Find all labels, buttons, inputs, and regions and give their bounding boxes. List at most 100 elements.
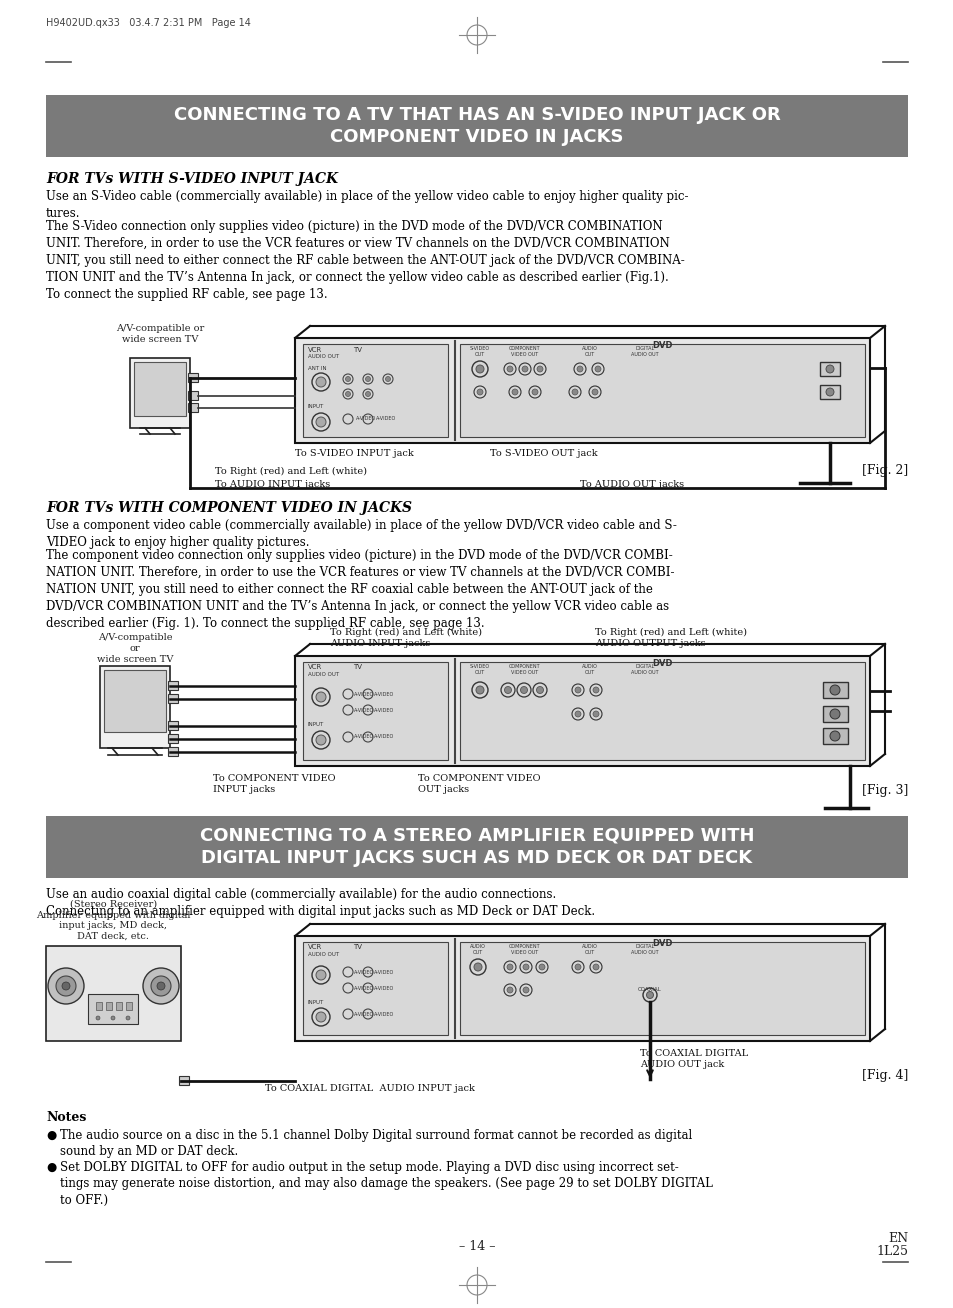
Bar xyxy=(459,662,864,760)
Text: INPUT: INPUT xyxy=(308,722,324,727)
Circle shape xyxy=(345,391,350,396)
Text: DVD: DVD xyxy=(652,341,672,351)
Text: COMPONENT
VIDEO OUT: COMPONENT VIDEO OUT xyxy=(509,944,540,955)
Text: TV: TV xyxy=(353,347,361,353)
Text: VCR: VCR xyxy=(308,664,322,670)
Text: To COAXIAL DIGITAL  AUDIO INPUT jack: To COAXIAL DIGITAL AUDIO INPUT jack xyxy=(265,1084,475,1093)
Text: [Fig. 4]: [Fig. 4] xyxy=(861,1069,907,1082)
Circle shape xyxy=(521,366,527,371)
Circle shape xyxy=(522,964,529,971)
Text: AUDIO
OUT: AUDIO OUT xyxy=(581,664,598,675)
Circle shape xyxy=(825,388,833,396)
Text: AUDIO
OUT: AUDIO OUT xyxy=(581,944,598,955)
Text: S-VIDEO
OUT: S-VIDEO OUT xyxy=(470,347,490,357)
Circle shape xyxy=(62,982,70,990)
Circle shape xyxy=(365,377,370,382)
Circle shape xyxy=(315,735,326,746)
Bar xyxy=(822,706,847,722)
Circle shape xyxy=(143,968,179,1005)
Text: DVD: DVD xyxy=(652,659,672,668)
Text: AUDIO
OUT: AUDIO OUT xyxy=(470,944,485,955)
Circle shape xyxy=(577,366,582,371)
Text: A-VIDEO: A-VIDEO xyxy=(374,969,394,974)
Circle shape xyxy=(474,963,481,971)
Circle shape xyxy=(506,988,513,993)
Circle shape xyxy=(829,709,840,719)
Text: A-VIDEO: A-VIDEO xyxy=(374,735,394,739)
Text: – 14 –: – 14 – xyxy=(458,1240,495,1253)
Bar xyxy=(130,358,190,428)
Circle shape xyxy=(365,391,370,396)
Bar xyxy=(168,721,178,730)
Text: To Right (red) and Left (white): To Right (red) and Left (white) xyxy=(214,467,367,476)
Circle shape xyxy=(538,964,544,971)
Circle shape xyxy=(96,1016,100,1020)
Circle shape xyxy=(522,988,529,993)
Text: COAXIAL: COAXIAL xyxy=(638,988,661,991)
Circle shape xyxy=(506,964,513,971)
Circle shape xyxy=(504,687,511,693)
Text: To S-VIDEO INPUT jack: To S-VIDEO INPUT jack xyxy=(294,449,414,458)
Circle shape xyxy=(476,685,483,695)
Text: INPUT: INPUT xyxy=(308,404,324,409)
Bar xyxy=(168,734,178,743)
Text: A-VIDEO: A-VIDEO xyxy=(354,985,374,990)
Circle shape xyxy=(532,388,537,395)
Circle shape xyxy=(157,982,165,990)
Text: AUDIO OUT: AUDIO OUT xyxy=(308,672,338,678)
Circle shape xyxy=(520,687,527,693)
Bar xyxy=(46,95,907,157)
Circle shape xyxy=(126,1016,130,1020)
Bar xyxy=(822,681,847,698)
Text: [Fig. 3]: [Fig. 3] xyxy=(861,783,907,797)
Text: CONNECTING TO A TV THAT HAS AN S-VIDEO INPUT JACK OR
COMPONENT VIDEO IN JACKS: CONNECTING TO A TV THAT HAS AN S-VIDEO I… xyxy=(173,106,780,146)
Text: S-VIDEO
OUT: S-VIDEO OUT xyxy=(470,664,490,675)
Bar xyxy=(294,337,869,443)
Circle shape xyxy=(575,687,580,693)
Bar xyxy=(294,937,869,1041)
Text: To Right (red) and Left (white)
AUDIO INPUT jacks: To Right (red) and Left (white) AUDIO IN… xyxy=(330,628,481,649)
Bar xyxy=(303,662,448,760)
Circle shape xyxy=(575,964,580,971)
Text: AUDIO
OUT: AUDIO OUT xyxy=(581,347,598,357)
Text: Use an audio coaxial digital cable (commercially available) for the audio connec: Use an audio coaxial digital cable (comm… xyxy=(46,888,595,918)
Circle shape xyxy=(48,968,84,1005)
Text: Use an S-Video cable (commercially available) in place of the yellow video cable: Use an S-Video cable (commercially avail… xyxy=(46,190,688,220)
Text: ANT IN: ANT IN xyxy=(308,366,326,371)
Circle shape xyxy=(592,388,598,395)
Circle shape xyxy=(345,377,350,382)
Text: FOR TVs WITH S-VIDEO INPUT JACK: FOR TVs WITH S-VIDEO INPUT JACK xyxy=(46,171,337,186)
Bar xyxy=(100,666,170,748)
Bar xyxy=(822,729,847,744)
Text: EN: EN xyxy=(887,1232,907,1245)
Text: DVD: DVD xyxy=(652,939,672,948)
Text: A-VIDEO: A-VIDEO xyxy=(354,969,374,974)
Circle shape xyxy=(111,1016,115,1020)
Text: AUDIO OUT: AUDIO OUT xyxy=(308,952,338,957)
Bar xyxy=(168,695,178,702)
Text: TV: TV xyxy=(353,944,361,950)
Bar xyxy=(96,1002,102,1010)
Text: Set DOLBY DIGITAL to OFF for audio output in the setup mode. Playing a DVD disc : Set DOLBY DIGITAL to OFF for audio outpu… xyxy=(60,1162,712,1207)
Text: A-VIDEO: A-VIDEO xyxy=(374,985,394,990)
Text: To Right (red) and Left (white)
AUDIO OUTPUT jacks: To Right (red) and Left (white) AUDIO OU… xyxy=(595,628,746,649)
Text: (Stereo Receiver)
Amplifier equipped with digital
input jacks, MD deck,
DAT deck: (Stereo Receiver) Amplifier equipped wit… xyxy=(36,900,191,940)
Text: A-VIDEO: A-VIDEO xyxy=(375,416,395,421)
Bar xyxy=(179,1076,189,1086)
Text: INPUT: INPUT xyxy=(308,1001,324,1005)
Text: A-VIDEO: A-VIDEO xyxy=(354,692,374,696)
Bar xyxy=(106,1002,112,1010)
Circle shape xyxy=(476,365,483,373)
Text: The audio source on a disc in the 5.1 channel Dolby Digital surround format cann: The audio source on a disc in the 5.1 ch… xyxy=(60,1129,692,1159)
Circle shape xyxy=(315,377,326,387)
Text: Notes: Notes xyxy=(46,1110,87,1124)
Circle shape xyxy=(506,366,513,371)
Circle shape xyxy=(537,366,542,371)
Bar xyxy=(303,344,448,437)
Bar xyxy=(820,362,840,375)
Circle shape xyxy=(646,991,653,998)
Text: Use a component video cable (commercially available) in place of the yellow DVD/: Use a component video cable (commerciall… xyxy=(46,519,677,549)
Circle shape xyxy=(385,377,390,382)
Circle shape xyxy=(315,692,326,702)
Text: DIGITAL
AUDIO OUT: DIGITAL AUDIO OUT xyxy=(631,944,659,955)
